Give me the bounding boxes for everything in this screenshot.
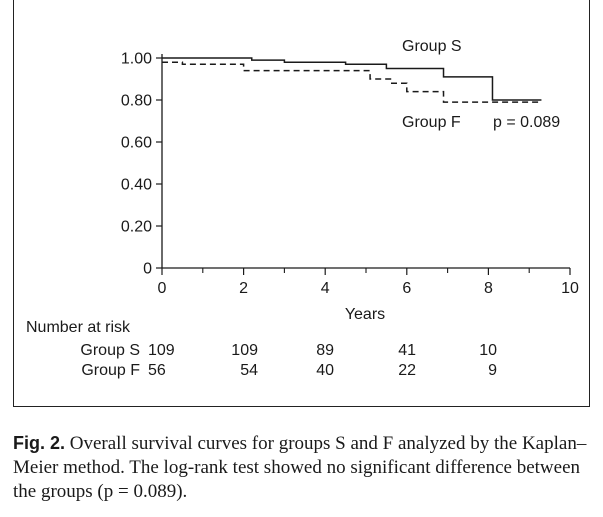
risk-cell: 109 xyxy=(148,342,175,359)
risk-cell: 109 xyxy=(231,342,258,359)
chart-labels: Group S Group F p = 0.089 Years Number a… xyxy=(26,38,560,336)
survival-curve-group-s xyxy=(162,57,542,101)
y-tick-label: 0.20 xyxy=(121,219,152,236)
risk-cell: 89 xyxy=(316,342,334,359)
x-tick-label: 6 xyxy=(402,280,411,297)
p-value-label: p = 0.089 xyxy=(493,114,560,131)
risk-cell: 56 xyxy=(148,362,166,379)
x-tick-label: 10 xyxy=(561,280,579,297)
x-tick-label: 2 xyxy=(239,280,248,297)
chart-axes: 0 0.20 0.40 0.60 0.80 1.00 0 2 4 6 8 10 xyxy=(121,51,579,298)
km-survival-chart: 0 0.20 0.40 0.60 0.80 1.00 0 2 4 6 8 10 Group S Gro… xyxy=(26,38,579,379)
risk-cell: 54 xyxy=(240,362,258,379)
y-tick-label: 0.80 xyxy=(121,93,152,110)
x-axis-title: Years xyxy=(345,306,385,323)
risk-row-label: Group F xyxy=(81,362,140,379)
risk-row-label: Group S xyxy=(80,342,140,359)
y-tick-label: 0.40 xyxy=(121,177,152,194)
caption-label: Fig. 2. xyxy=(13,433,66,453)
risk-table-title: Number at risk xyxy=(26,319,131,336)
x-tick-label: 4 xyxy=(321,280,330,297)
chart-curves xyxy=(162,57,542,103)
risk-cell: 41 xyxy=(398,342,416,359)
caption-text: Overall survival curves for groups S and… xyxy=(13,433,587,502)
risk-cell: 9 xyxy=(488,362,497,379)
x-tick-label: 0 xyxy=(158,280,167,297)
series-label-group-f: Group F xyxy=(402,114,461,131)
risk-cell: 22 xyxy=(398,362,416,379)
risk-cell: 40 xyxy=(316,362,334,379)
x-tick-label: 8 xyxy=(484,280,493,297)
y-tick-label: 0.60 xyxy=(121,135,152,152)
figure-caption: Fig. 2. Overall survival curves for grou… xyxy=(13,431,593,504)
risk-cell: 10 xyxy=(479,342,497,359)
y-tick-label: 0 xyxy=(143,261,152,278)
survival-curve-group-f xyxy=(162,61,542,103)
y-tick-label: 1.00 xyxy=(121,51,152,68)
risk-table: Group S 109 109 89 41 10 Group F 56 54 40 22 9 xyxy=(80,342,497,379)
figure-frame xyxy=(13,0,590,407)
series-label-group-s: Group S xyxy=(402,38,462,55)
